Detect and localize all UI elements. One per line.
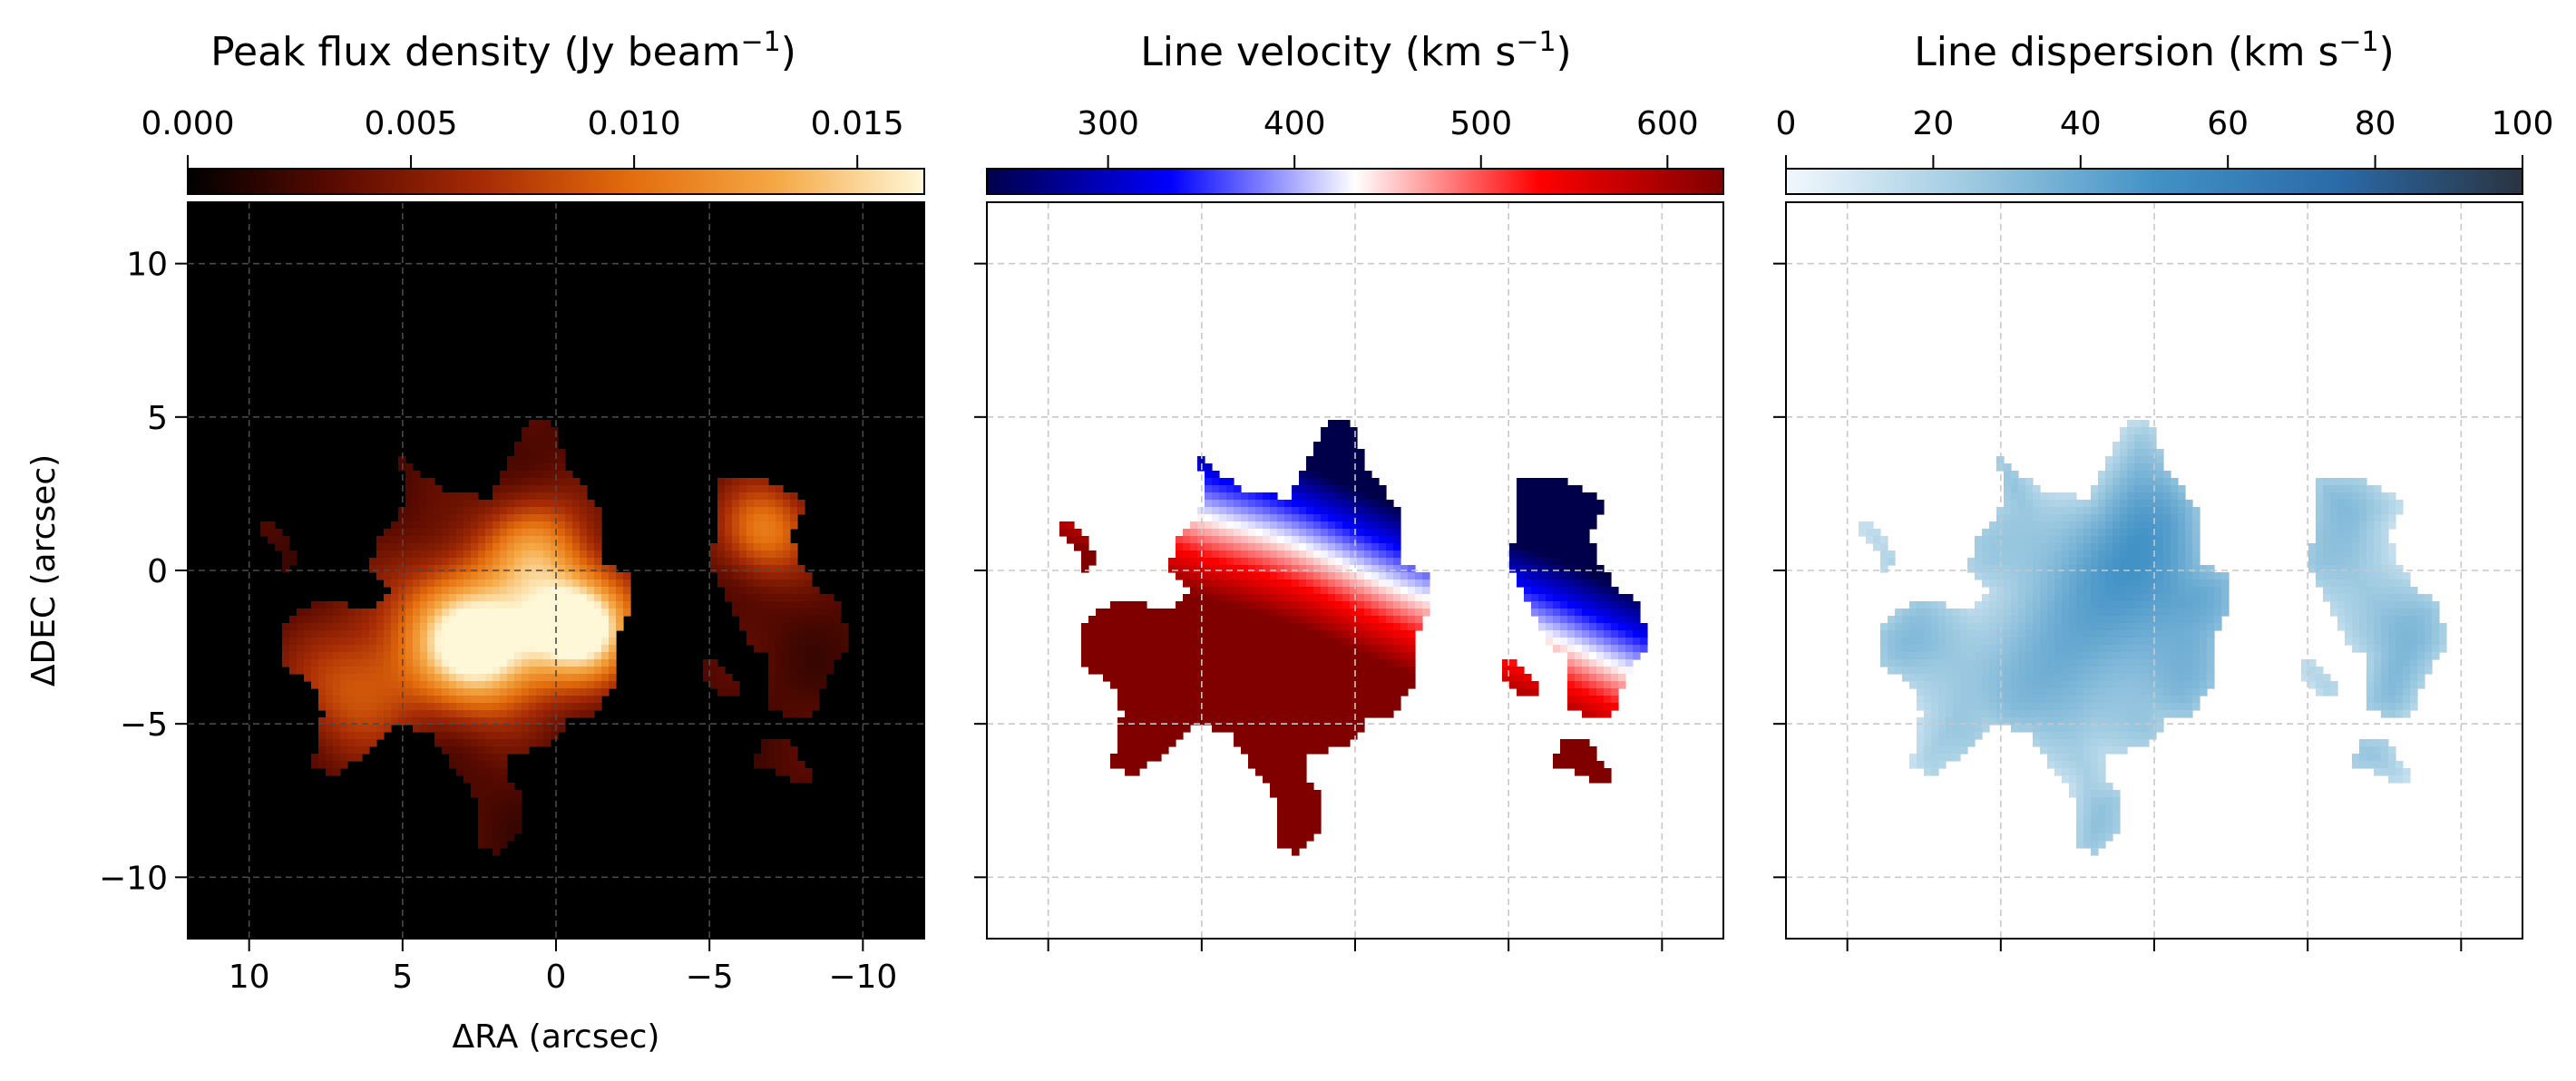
colorbar-tick-label: 100 bbox=[2492, 105, 2554, 142]
line-dispersion-colorbar bbox=[1785, 168, 2523, 195]
colorbar-tick-label: 0.000 bbox=[141, 105, 234, 142]
colorbar-tick-label: 600 bbox=[1636, 105, 1699, 142]
line-velocity-colorbar bbox=[986, 168, 1724, 195]
x-tick-label: 0 bbox=[546, 959, 567, 996]
y-tick-label: −5 bbox=[120, 706, 168, 744]
colorbar-tick-label: 20 bbox=[1912, 105, 1954, 142]
line-dispersion-axis-ticks bbox=[1773, 262, 2463, 951]
line-velocity-colorbar-ticks: 300 400 500 600 bbox=[1077, 105, 1699, 169]
panel-peak-flux: Peak flux density (Jy beam−1) 0.000 0.005… bbox=[25, 26, 925, 1056]
x-tick-label: 5 bbox=[392, 959, 413, 996]
x-tick-label: −10 bbox=[828, 959, 897, 996]
peak-flux-grid bbox=[188, 202, 924, 939]
line-velocity-map bbox=[1059, 420, 1648, 856]
colorbar-tick-label: 500 bbox=[1449, 105, 1512, 142]
line-velocity-axis-ticks bbox=[974, 262, 1664, 951]
colorbar-tick-label: 0 bbox=[1776, 105, 1797, 142]
peak-flux-axis-ticks: 10 5 0 −5 −10 10 5 0 −5 −10 bbox=[99, 247, 897, 996]
colorbar-tick-label: 0.015 bbox=[811, 105, 904, 142]
line-dispersion-title: Line dispersion (km s−1) bbox=[1914, 26, 2395, 75]
colorbar-tick-label: 60 bbox=[2207, 105, 2249, 142]
x-axis-label: ΔRA (arcsec) bbox=[453, 1018, 660, 1056]
line-dispersion-grid bbox=[1786, 202, 2522, 939]
x-tick-label: 10 bbox=[229, 959, 270, 996]
colorbar-tick-label: 0.005 bbox=[365, 105, 458, 142]
y-tick-label: 5 bbox=[147, 400, 168, 437]
panel-line-velocity: Line velocity (km s−1) 300 400 500 600 bbox=[974, 26, 1724, 951]
y-tick-label: −10 bbox=[99, 860, 168, 897]
peak-flux-title: Peak flux density (Jy beam−1) bbox=[210, 26, 796, 75]
panel-line-dispersion: Line dispersion (km s−1) 0 20 40 60 80 100 bbox=[1773, 26, 2553, 951]
y-tick-label: 10 bbox=[126, 247, 168, 284]
y-axis-label: ΔDEC (arcsec) bbox=[25, 454, 63, 687]
colorbar-tick-label: 40 bbox=[2060, 105, 2102, 142]
colorbar-tick-label: 80 bbox=[2355, 105, 2396, 142]
peak-flux-map bbox=[260, 420, 849, 856]
line-dispersion-colorbar-ticks: 0 20 40 60 80 100 bbox=[1776, 105, 2554, 169]
colorbar-tick-label: 300 bbox=[1077, 105, 1139, 142]
line-velocity-title: Line velocity (km s−1) bbox=[1140, 26, 1571, 75]
x-tick-label: −5 bbox=[686, 959, 734, 996]
peak-flux-colorbar-ticks: 0.000 0.005 0.010 0.015 bbox=[141, 105, 904, 169]
line-dispersion-map bbox=[1859, 420, 2447, 856]
line-velocity-grid bbox=[987, 202, 1723, 939]
colorbar-tick-label: 0.010 bbox=[588, 105, 681, 142]
colorbar-tick-label: 400 bbox=[1264, 105, 1326, 142]
y-tick-label: 0 bbox=[147, 553, 168, 590]
peak-flux-colorbar bbox=[187, 168, 925, 195]
